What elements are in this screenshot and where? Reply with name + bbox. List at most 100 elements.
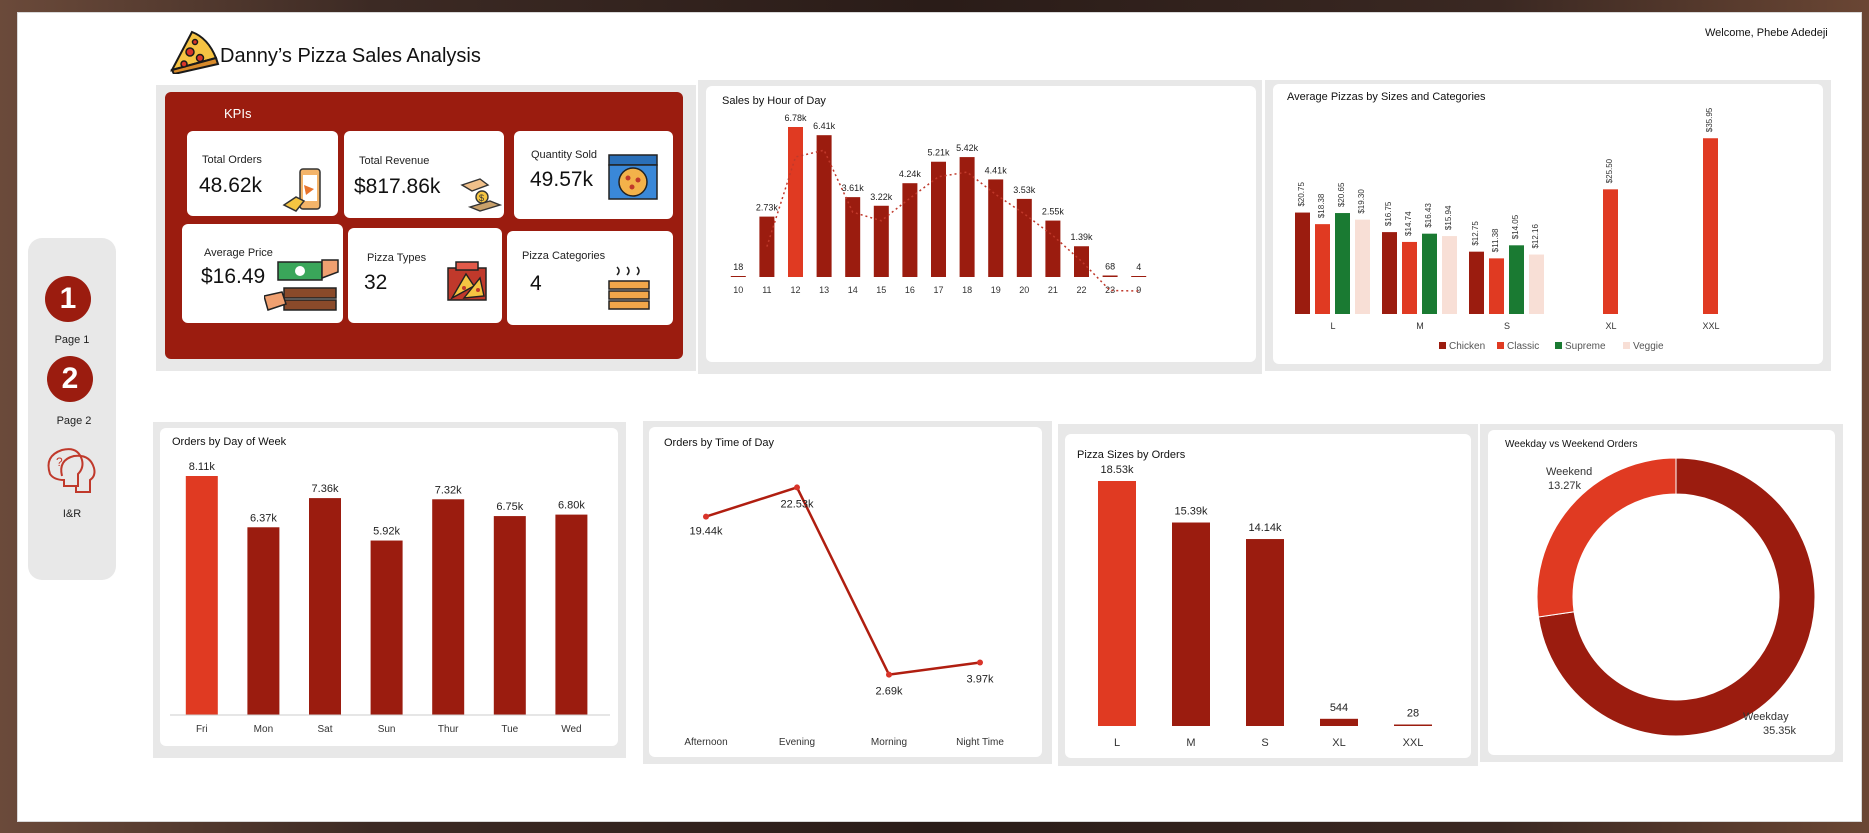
- slice-value: 35.35k: [1763, 725, 1797, 737]
- tick-label: 16: [905, 285, 915, 295]
- data-label: 3.53k: [1013, 185, 1036, 195]
- bar: [370, 540, 403, 715]
- bar: [247, 527, 280, 715]
- data-label: $14.05: [1511, 214, 1520, 239]
- data-label: 1.39k: [1070, 232, 1093, 242]
- stacked-pizza-boxes-icon: [605, 263, 653, 318]
- bar: [1098, 481, 1136, 726]
- tick-label: Sat: [317, 724, 332, 735]
- nav-page-2-label[interactable]: Page 2: [56, 415, 92, 427]
- data-label: 2.55k: [1042, 207, 1065, 217]
- bar: [1320, 718, 1358, 726]
- chart-title: Weekday vs Weekend Orders: [1505, 439, 1638, 450]
- tick-label: Night Time: [956, 737, 1004, 748]
- data-label: 6.37k: [250, 512, 277, 524]
- bar: [1402, 241, 1417, 314]
- bar: [1382, 232, 1397, 314]
- kpi-value: 49.57k: [530, 168, 594, 191]
- svg-text:$: $: [479, 193, 484, 203]
- legend-swatch: [1439, 342, 1446, 349]
- data-label: 5.21k: [927, 148, 950, 158]
- data-label: 2.73k: [756, 203, 779, 213]
- kpi-label: Pizza Types: [367, 252, 427, 264]
- data-label: $18.38: [1317, 193, 1326, 218]
- data-label: $14.74: [1404, 211, 1413, 236]
- tick-label: XL: [1605, 321, 1616, 331]
- chart-title: Orders by Time of Day: [664, 437, 775, 449]
- data-label: 14.14k: [1248, 522, 1282, 534]
- bar: [845, 197, 861, 277]
- money-hand-icon: $: [460, 173, 503, 218]
- data-label: $20.65: [1337, 182, 1346, 207]
- data-label: 19.44k: [689, 526, 723, 538]
- nav-page-2-button[interactable]: 2: [47, 356, 93, 402]
- data-point: [886, 671, 892, 678]
- data-label: $12.75: [1471, 221, 1480, 246]
- bar: [1172, 522, 1210, 726]
- kpi-header: KPIs: [224, 106, 252, 121]
- bar: [816, 135, 832, 277]
- bar: [432, 499, 465, 715]
- data-label: 3.61k: [842, 183, 865, 193]
- data-label: 68: [1105, 261, 1115, 271]
- cash-exchange-icon: [263, 256, 340, 321]
- avg-pizzas-chart: $20.75 $18.38 $20.65 $19.30 L $16.75 $14.74 $16…: [1295, 107, 1720, 352]
- legend-swatch: [1555, 342, 1562, 349]
- data-label: 3.22k: [870, 192, 893, 202]
- data-label: 2.69k: [876, 686, 903, 698]
- data-label: 15.39k: [1174, 506, 1208, 518]
- tick-label: XXL: [1702, 321, 1719, 331]
- data-label: 544: [1330, 702, 1348, 714]
- kpi-quantity-sold-card: Quantity Sold 49.57k: [514, 131, 673, 219]
- orders-by-time-chart: 19.44k Afternoon 22.53k Evening 2.69k Morning…: [684, 484, 1004, 748]
- data-label: 28: [1407, 708, 1419, 720]
- tick-label: S: [1504, 321, 1510, 331]
- insights-recommendations-icon[interactable]: ?: [42, 444, 98, 496]
- data-label: $16.43: [1424, 203, 1433, 228]
- data-label: 4: [1136, 262, 1141, 272]
- chart-title: Sales by Hour of Day: [722, 95, 826, 107]
- bar: [1102, 275, 1118, 277]
- data-label: 18: [733, 262, 743, 272]
- data-label: 7.32k: [435, 484, 462, 496]
- bar: [1246, 539, 1284, 726]
- data-label: 7.36k: [312, 483, 339, 495]
- data-label: $35.95: [1705, 107, 1714, 132]
- bar: [873, 205, 889, 277]
- tick-label: 13: [819, 285, 829, 295]
- slice-label: Weekend: [1546, 466, 1592, 478]
- data-label: $16.75: [1384, 201, 1393, 226]
- orders-by-time-card: [649, 427, 1042, 757]
- data-label: 6.41k: [813, 121, 836, 131]
- tick-label: 12: [790, 285, 800, 295]
- tick-label: Afternoon: [684, 737, 727, 748]
- bar: [1422, 233, 1437, 314]
- nav-page-1-label[interactable]: Page 1: [54, 334, 90, 346]
- tick-label: Evening: [779, 737, 815, 748]
- bar: [931, 161, 946, 277]
- phone-order-icon: [282, 167, 328, 218]
- chart-title: Orders by Day of Week: [172, 436, 287, 448]
- bar: [309, 498, 341, 715]
- bar: [1394, 724, 1432, 726]
- kpi-pizza-categories-card: Pizza Categories 4: [507, 231, 673, 325]
- legend-swatch: [1497, 342, 1504, 349]
- weekday-weekend-chart: Weekday 35.35k Weekend 13.27k: [1536, 457, 1816, 737]
- tick-label: M: [1186, 737, 1195, 749]
- tick-label: Tue: [501, 724, 518, 735]
- kpi-total-orders-card: Total Orders 48.62k: [187, 131, 338, 216]
- bar: [1703, 138, 1718, 314]
- nav-ir-label[interactable]: I&R: [62, 508, 82, 520]
- tick-label: 9: [1136, 285, 1141, 295]
- kpi-label: Quantity Sold: [531, 149, 598, 161]
- tick-label: Wed: [561, 724, 581, 735]
- tick-label: 15: [876, 285, 886, 295]
- tick-label: S: [1261, 737, 1268, 749]
- pie-slice: [1536, 457, 1677, 618]
- bar: [730, 276, 746, 277]
- tick-label: M: [1416, 321, 1424, 331]
- legend-swatch: [1623, 342, 1630, 349]
- data-label: 6.75k: [496, 501, 523, 513]
- page-title: Danny’s Pizza Sales Analysis: [220, 45, 481, 67]
- nav-page-1-button[interactable]: 1: [45, 276, 91, 322]
